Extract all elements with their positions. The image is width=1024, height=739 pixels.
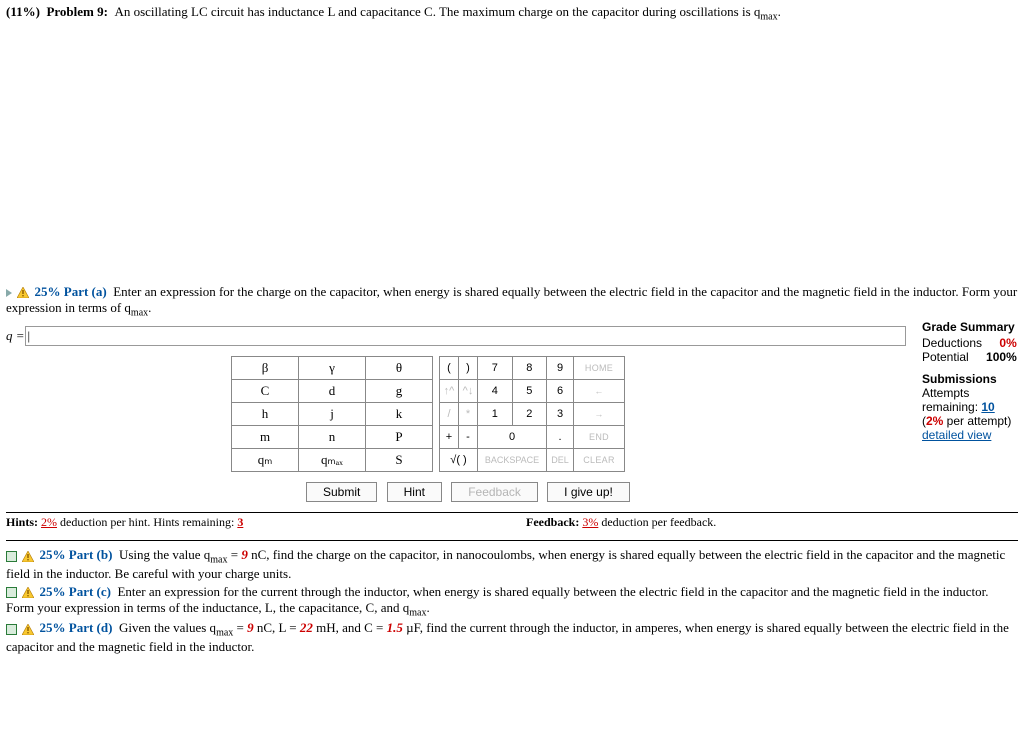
attempts-row: Attempts remaining: 10 <box>922 386 1021 414</box>
key-0[interactable]: 0 <box>478 426 547 449</box>
part-b-label: 25% Part (b) <box>40 547 113 562</box>
feedback-button[interactable]: Feedback <box>451 482 538 502</box>
key-8[interactable]: 8 <box>512 357 547 380</box>
collapse-icon[interactable] <box>6 587 17 598</box>
submissions-title: Submissions <box>922 372 1021 386</box>
key-right[interactable]: → <box>574 403 625 426</box>
key-lparen[interactable]: ( <box>440 357 459 380</box>
key-sub[interactable]: ^↓ <box>459 380 478 403</box>
key-left[interactable]: ← <box>574 380 625 403</box>
key-beta[interactable]: β <box>232 357 299 380</box>
hints-bar: Hints: 2% deduction per hint. Hints rema… <box>6 512 1018 530</box>
number-pad: ( ) 7 8 9 HOME ↑^ ^↓ 4 5 6 ← / * <box>439 356 625 472</box>
warning-icon <box>22 624 34 635</box>
key-9[interactable]: 9 <box>547 357 574 380</box>
part-d-label: 25% Part (d) <box>40 620 113 635</box>
grade-summary: Grade Summary Deductions0% Potential100%… <box>918 320 1021 508</box>
keypad-area: βγθ Cdg hjk mnP qₘqₘₐₓS ( ) 7 8 9 HOME ↑… <box>231 356 918 472</box>
key-gamma[interactable]: γ <box>299 357 366 380</box>
expression-row: q = <box>6 326 918 346</box>
detailed-view-link[interactable]: detailed view <box>922 428 1021 442</box>
problem-header: (11%) Problem 9: An oscillating LC circu… <box>6 4 1018 23</box>
key-7[interactable]: 7 <box>478 357 513 380</box>
grade-title: Grade Summary <box>922 320 1021 334</box>
key-qmax[interactable]: qₘₐₓ <box>299 449 366 472</box>
part-c-label: 25% Part (c) <box>40 584 111 599</box>
part-c: 25% Part (c) Enter an expression for the… <box>6 584 1018 619</box>
eq-label: q = <box>6 328 25 344</box>
action-buttons: Submit Hint Feedback I give up! <box>306 482 918 502</box>
key-dot[interactable]: . <box>547 426 574 449</box>
key-S[interactable]: S <box>366 449 433 472</box>
spacer <box>6 27 1018 282</box>
variable-pad: βγθ Cdg hjk mnP qₘqₘₐₓS <box>231 356 433 472</box>
key-sup[interactable]: ↑^ <box>440 380 459 403</box>
key-2[interactable]: 2 <box>512 403 547 426</box>
key-5[interactable]: 5 <box>512 380 547 403</box>
divider <box>6 540 1018 541</box>
hint-button[interactable]: Hint <box>387 482 442 502</box>
expression-input[interactable] <box>25 326 906 346</box>
key-end[interactable]: END <box>574 426 625 449</box>
key-mul[interactable]: * <box>459 403 478 426</box>
key-sqrt[interactable]: √( ) <box>440 449 478 472</box>
key-clear[interactable]: CLEAR <box>574 449 625 472</box>
key-j[interactable]: j <box>299 403 366 426</box>
expand-icon[interactable] <box>6 289 12 297</box>
key-d[interactable]: d <box>299 380 366 403</box>
key-n[interactable]: n <box>299 426 366 449</box>
key-1[interactable]: 1 <box>478 403 513 426</box>
key-k[interactable]: k <box>366 403 433 426</box>
per-attempt: (2% per attempt) <box>922 414 1021 428</box>
key-rparen[interactable]: ) <box>459 357 478 380</box>
grade-table: Deductions0% Potential100% <box>922 336 1021 364</box>
key-4[interactable]: 4 <box>478 380 513 403</box>
key-C[interactable]: C <box>232 380 299 403</box>
key-del[interactable]: DEL <box>547 449 574 472</box>
key-minus[interactable]: - <box>459 426 478 449</box>
part-d: 25% Part (d) Given the values qmax = 9 n… <box>6 620 1018 655</box>
key-3[interactable]: 3 <box>547 403 574 426</box>
warning-icon <box>22 551 34 562</box>
key-P[interactable]: P <box>366 426 433 449</box>
collapse-icon[interactable] <box>6 624 17 635</box>
key-h[interactable]: h <box>232 403 299 426</box>
key-qm[interactable]: qₘ <box>232 449 299 472</box>
key-plus[interactable]: + <box>440 426 459 449</box>
part-a-header: 25% Part (a) Enter an expression for the… <box>6 284 1018 319</box>
key-6[interactable]: 6 <box>547 380 574 403</box>
key-m[interactable]: m <box>232 426 299 449</box>
attempts-remaining[interactable]: 10 <box>981 400 994 414</box>
warning-icon <box>17 287 29 298</box>
giveup-button[interactable]: I give up! <box>547 482 630 502</box>
part-b: 25% Part (b) Using the value qmax = 9 nC… <box>6 547 1018 582</box>
collapse-icon[interactable] <box>6 551 17 562</box>
key-theta[interactable]: θ <box>366 357 433 380</box>
key-backspace[interactable]: BACKSPACE <box>478 449 547 472</box>
key-home[interactable]: HOME <box>574 357 625 380</box>
submit-button[interactable]: Submit <box>306 482 377 502</box>
warning-icon <box>22 587 34 598</box>
key-div[interactable]: / <box>440 403 459 426</box>
key-g[interactable]: g <box>366 380 433 403</box>
part-a-label: 25% Part (a) <box>35 284 107 299</box>
